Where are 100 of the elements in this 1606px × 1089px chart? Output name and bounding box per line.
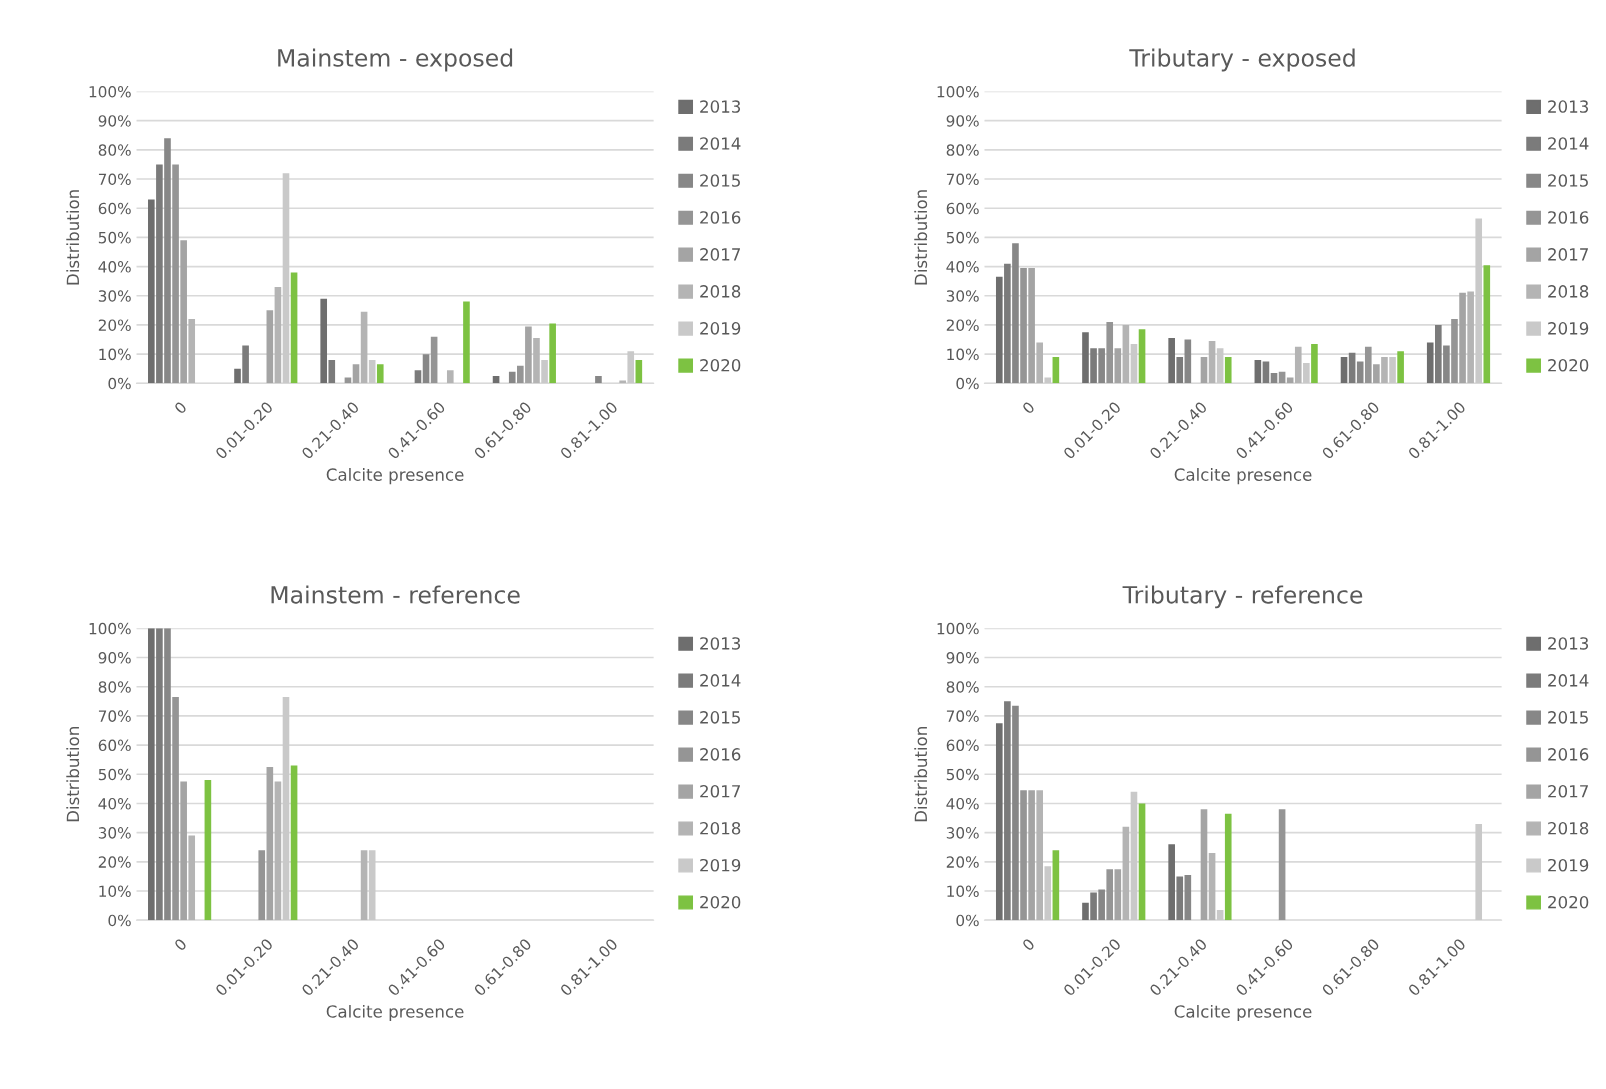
legend-label: 2020 (1548, 359, 1589, 372)
y-axis-title: Distribution (914, 190, 928, 285)
bar (1286, 377, 1294, 384)
y-tick-label: 0% (956, 914, 979, 927)
bar (1311, 343, 1318, 384)
x-axis-title: Calcite presence (326, 468, 464, 485)
bar (320, 298, 328, 384)
y-axis-title: Distribution (66, 727, 80, 822)
y-tick-label: 40% (946, 261, 979, 273)
bar (541, 359, 548, 384)
bar (1303, 362, 1310, 384)
y-tick-label: 10% (947, 885, 979, 898)
bar (1262, 361, 1270, 384)
bar (1294, 346, 1302, 384)
bar (1168, 844, 1175, 921)
bar (282, 696, 290, 921)
legend-label: 2019 (700, 322, 741, 335)
y-tick-label: 0% (108, 377, 131, 390)
y-tick-label: 60% (98, 202, 131, 215)
legend-label: 2014 (1548, 137, 1589, 150)
bar (1200, 357, 1208, 384)
bar (995, 276, 1003, 384)
bar (1483, 265, 1491, 384)
bar (1216, 348, 1224, 384)
legend-label: 2020 (700, 359, 741, 372)
bar (290, 765, 298, 921)
y-tick-label: 50% (98, 231, 131, 244)
bar (274, 287, 282, 384)
bar (1020, 268, 1027, 384)
bar (172, 696, 179, 921)
x-axis-title: Calcite presence (1174, 468, 1312, 485)
bar (172, 164, 179, 384)
legend-label: 2016 (1548, 211, 1589, 224)
bar (446, 370, 454, 384)
bar (1036, 342, 1044, 384)
bar (180, 240, 187, 384)
bar (1082, 332, 1089, 384)
y-tick-label: 90% (98, 115, 131, 127)
chart-title: Mainstem - exposed (278, 48, 513, 72)
legend-label: 2015 (700, 174, 740, 187)
bar (1114, 869, 1122, 921)
x-axis-title: Calcite presence (1174, 1004, 1312, 1022)
bar (282, 173, 290, 384)
legend-label: 2018 (1548, 821, 1589, 835)
y-tick-label: 80% (946, 681, 979, 693)
bar (1381, 357, 1388, 384)
chart-title: Tributary - exposed (1129, 48, 1355, 72)
bar (1028, 790, 1035, 921)
bar (1082, 902, 1089, 921)
y-tick-label: 90% (946, 652, 979, 664)
bar (1459, 292, 1466, 384)
y-tick-label: 70% (98, 710, 131, 722)
bar (549, 323, 556, 384)
bar (595, 376, 602, 384)
legend-label: 2013 (700, 100, 741, 113)
y-tick-label: 60% (946, 202, 979, 215)
bar (1467, 291, 1474, 384)
bar (1208, 853, 1216, 921)
y-tick-label: 80% (98, 681, 131, 693)
legend-label: 2014 (1548, 674, 1589, 687)
y-tick-label: 100% (937, 622, 979, 635)
bar (995, 723, 1003, 921)
y-tick-label: 40% (946, 797, 979, 810)
bar (1475, 218, 1483, 384)
y-tick-label: 70% (98, 173, 131, 186)
bar (266, 310, 274, 384)
bar (1114, 348, 1122, 384)
bar (414, 370, 422, 384)
bar (360, 311, 368, 384)
y-tick-label: 70% (946, 710, 979, 722)
bar (1130, 791, 1138, 921)
y-tick-label: 100% (89, 622, 131, 635)
bar (188, 835, 196, 921)
legend-label: 2013 (700, 637, 741, 650)
bar (1397, 351, 1404, 384)
y-tick-label: 50% (946, 768, 979, 781)
y-tick-label: 20% (946, 319, 979, 331)
bar (1020, 790, 1027, 921)
bar (1389, 357, 1396, 384)
bar (1224, 813, 1232, 921)
y-tick-label: 20% (98, 856, 131, 868)
legend-label: 2015 (1548, 174, 1588, 187)
bar (266, 766, 274, 921)
bar (422, 354, 430, 384)
y-axis-title: Distribution (914, 727, 928, 822)
bar (1044, 377, 1052, 384)
bar (376, 364, 384, 384)
bar (525, 326, 532, 384)
bar (204, 780, 212, 921)
y-tick-label: 80% (946, 144, 979, 156)
bar (1176, 876, 1184, 921)
y-tick-label: 60% (946, 739, 979, 752)
bar (1138, 329, 1146, 384)
y-tick-label: 40% (98, 261, 131, 273)
chart-title: Mainstem - reference (271, 585, 520, 604)
y-tick-label: 50% (98, 768, 131, 781)
y-tick-label: 10% (947, 348, 979, 361)
legend-label: 2017 (1548, 248, 1588, 261)
x-axis-title: Calcite presence (326, 1004, 464, 1022)
y-tick-label: 90% (946, 115, 979, 127)
